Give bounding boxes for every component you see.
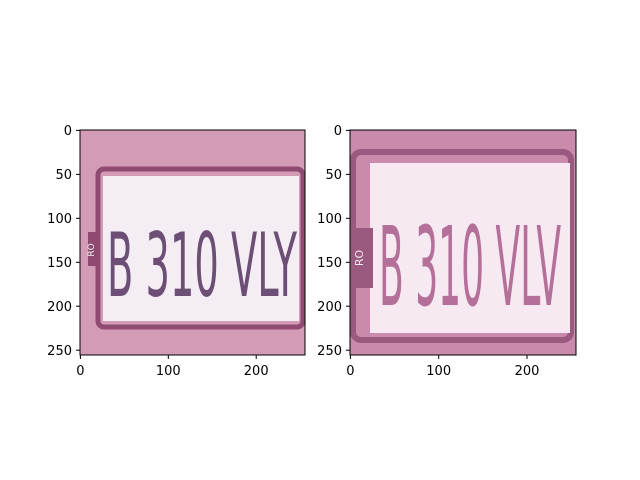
left-ytick-label: 150 [47,256,72,271]
right-xtick-label: 200 [515,364,540,379]
right-ytick-label: 250 [317,344,342,359]
right-ytick-label: 50 [325,168,342,183]
right-plate-face [370,163,570,333]
right-xtick-label: 100 [426,364,451,379]
left-ytick-label: 100 [47,212,72,227]
right-ytick-label: 100 [317,212,342,227]
left-plate-text: B 310 VLY [107,214,297,317]
left-country-strip [88,232,100,266]
left-ytick-label: 50 [55,168,72,183]
right-y-axis: 0 50 100 150 200 250 [317,124,350,359]
left-xtick-label: 100 [156,364,181,379]
right-xtick-label: 0 [346,364,354,379]
right-axes-frame [349,129,577,356]
left-ytick-label: 200 [47,300,72,315]
right-ytick-label: 150 [317,256,342,271]
left-country-code: RO [87,243,97,256]
left-axes-frame [79,129,306,356]
right-country-strip [353,228,373,288]
left-ytick-label: 0 [64,124,72,139]
right-plate-text: B 310 VLV [379,203,561,331]
right-ytick-label: 200 [317,300,342,315]
right-country-code: RO [353,250,366,267]
left-ytick-label: 250 [47,344,72,359]
left-plate-face [103,176,299,321]
left-x-axis: 0 100 200 [76,355,269,379]
left-xtick-label: 200 [244,364,269,379]
panel-right: RO B 310 VLV 0 50 100 150 200 250 0 100 … [317,124,577,379]
panel-left: RO B 310 VLY 0 50 100 150 200 250 0 100 … [47,124,306,379]
left-xtick-label: 0 [76,364,84,379]
left-y-axis: 0 50 100 150 200 250 [47,124,80,359]
right-ytick-label: 0 [334,124,342,139]
right-x-axis: 0 100 200 [346,355,539,379]
